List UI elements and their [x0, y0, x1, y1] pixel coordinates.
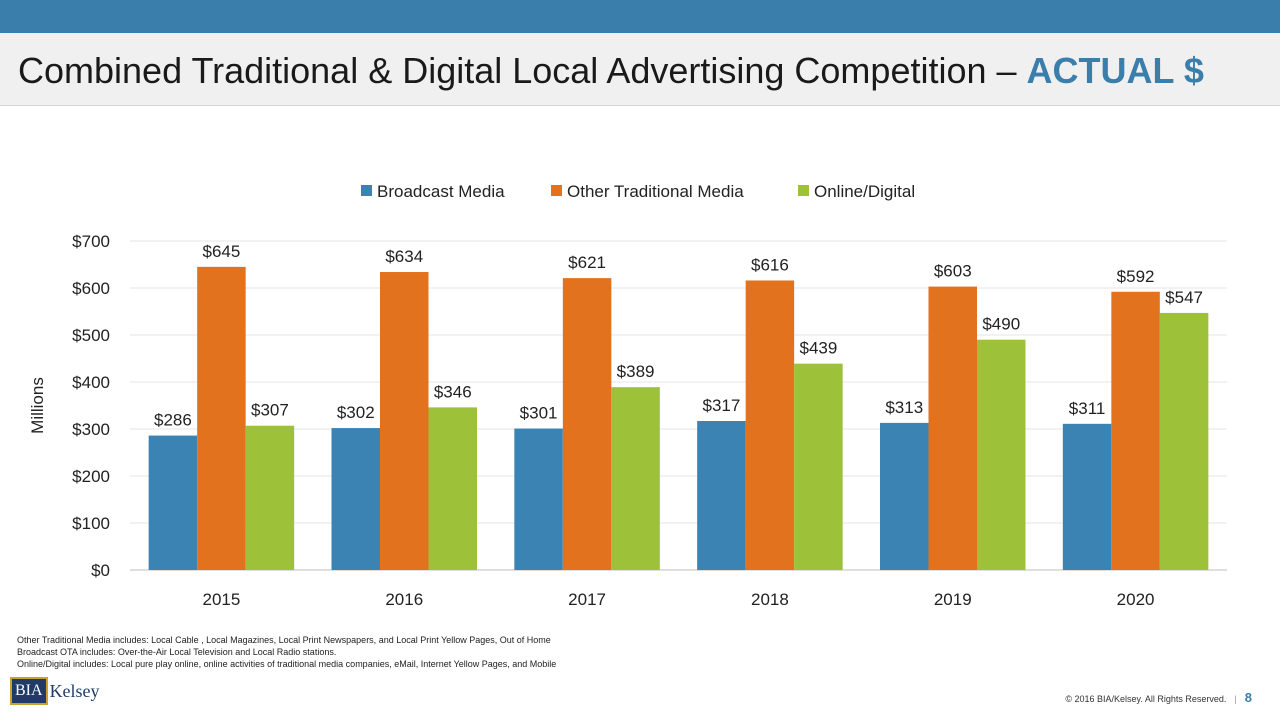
- legend-label: Broadcast Media: [377, 182, 505, 201]
- legend-label: Other Traditional Media: [567, 182, 744, 201]
- legend-swatch: [361, 185, 372, 196]
- logo-wordmark: Kelsey: [49, 680, 100, 701]
- data-label: $307: [251, 401, 289, 420]
- bar: [1159, 312, 1209, 570]
- legend-swatch: [551, 185, 562, 196]
- bar: [977, 339, 1026, 570]
- bar: [1062, 423, 1112, 570]
- data-label: $313: [885, 398, 923, 417]
- data-label: $346: [434, 382, 472, 401]
- data-label: $311: [1069, 399, 1106, 418]
- y-tick-label: $500: [72, 326, 110, 345]
- x-tick-label: 2018: [751, 590, 789, 609]
- data-label: $389: [617, 362, 655, 381]
- data-label: $603: [934, 262, 972, 281]
- x-tick-label: 2015: [203, 590, 241, 609]
- data-label: $301: [520, 404, 558, 423]
- footnote-other-traditional: Other Traditional Media includes: Local …: [17, 635, 551, 645]
- y-tick-label: $400: [72, 373, 110, 392]
- data-label: $621: [568, 253, 606, 272]
- top-accent-bar: [0, 0, 1280, 33]
- data-label: $286: [154, 411, 192, 430]
- footnote-broadcast: Broadcast OTA includes: Over-the-Air Loc…: [17, 647, 337, 657]
- data-label: $317: [703, 396, 741, 415]
- bar: [428, 407, 477, 570]
- data-label: $302: [337, 403, 375, 422]
- data-label: $547: [1165, 288, 1203, 307]
- footnote-online-digital: Online/Digital includes: Local pure play…: [17, 659, 557, 669]
- data-label: $616: [751, 255, 789, 274]
- x-tick-label: 2017: [568, 590, 606, 609]
- data-label: $645: [203, 242, 241, 261]
- bia-kelsey-logo: BIA Kelsey: [10, 677, 100, 705]
- data-label: $490: [982, 315, 1020, 334]
- bar: [331, 428, 380, 570]
- y-tick-label: $100: [72, 514, 110, 533]
- footer-separator: |: [1234, 694, 1237, 704]
- bar: [794, 363, 843, 570]
- bar: [197, 266, 246, 570]
- data-label: $634: [385, 247, 423, 266]
- x-tick-label: 2016: [385, 590, 423, 609]
- data-label: $592: [1117, 267, 1155, 286]
- y-tick-label: $700: [72, 232, 110, 251]
- bar: [148, 435, 198, 570]
- bar: [697, 421, 746, 570]
- y-axis-label: Millions: [28, 377, 47, 434]
- y-tick-label: $200: [72, 467, 110, 486]
- footer: © 2016 BIA/Kelsey. All Rights Reserved. |…: [1065, 690, 1252, 705]
- bar: [745, 280, 795, 570]
- y-tick-label: $300: [72, 420, 110, 439]
- bar: [1111, 291, 1160, 570]
- title-bar: [0, 33, 1280, 106]
- x-tick-label: 2020: [1117, 590, 1155, 609]
- x-tick-label: 2019: [934, 590, 972, 609]
- legend-label: Online/Digital: [814, 182, 915, 201]
- legend-swatch: [798, 185, 809, 196]
- page-number: 8: [1244, 690, 1252, 705]
- bar: [245, 425, 295, 570]
- bar: [928, 286, 977, 570]
- copyright-text: © 2016 BIA/Kelsey. All Rights Reserved.: [1065, 694, 1227, 704]
- data-label: $439: [800, 339, 838, 358]
- bar: [611, 387, 660, 570]
- logo-mark: BIA: [10, 677, 48, 705]
- bar: [562, 278, 612, 570]
- page-title: Combined Traditional & Digital Local Adv…: [18, 50, 1204, 92]
- footnotes: Other Traditional Media includes: Local …: [17, 634, 556, 670]
- bar: [380, 272, 429, 570]
- page-title-main: Combined Traditional & Digital Local Adv…: [18, 50, 1027, 91]
- bar: [880, 422, 929, 570]
- bar: [514, 428, 563, 570]
- y-tick-label: $600: [72, 279, 110, 298]
- y-tick-label: $0: [91, 561, 110, 580]
- page-title-highlight: ACTUAL $: [1026, 50, 1204, 91]
